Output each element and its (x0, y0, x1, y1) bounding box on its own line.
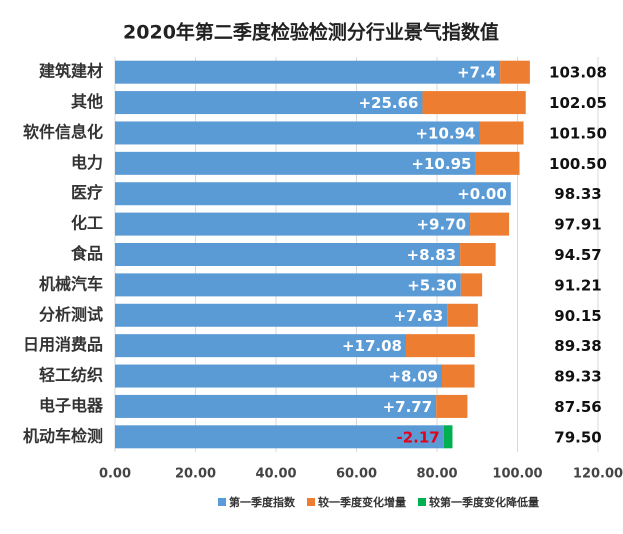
x-tick-label: 120.00 (573, 467, 623, 482)
chart-title: 2020年第二季度检验检测分行业景气指数值 (123, 21, 499, 44)
data-label: +0.00 (457, 185, 507, 203)
data-label: -2.17 (396, 428, 439, 446)
y-tick-label: 机械汽车 (39, 274, 103, 293)
y-tick-label: 日用消费品 (23, 335, 103, 354)
y-tick-label: 电子电器 (39, 396, 104, 415)
total-label: 97.91 (554, 216, 601, 234)
total-label: 101.50 (549, 124, 607, 142)
y-tick-label: 其他 (71, 92, 103, 111)
bar-segment (460, 243, 496, 266)
bar-segment (115, 303, 448, 327)
x-tick-label: 80.00 (416, 467, 457, 482)
bar-segment (115, 273, 461, 297)
bar-segment (441, 364, 475, 388)
legend-swatch (418, 498, 426, 506)
y-tick-label: 软件信息化 (23, 122, 103, 141)
y-tick-label: 分析测试 (39, 305, 103, 324)
total-label: 98.33 (554, 185, 601, 203)
total-label: 89.33 (554, 368, 601, 386)
data-label: +7.4 (457, 64, 496, 82)
bar-segment (115, 394, 437, 418)
y-tick-label: 机动车检测 (23, 426, 103, 445)
bar-segment (443, 425, 453, 449)
bar-segment (115, 60, 501, 84)
total-label: 90.15 (554, 307, 601, 325)
bar-segment (500, 60, 530, 84)
y-tick-label: 化工 (71, 214, 103, 233)
data-label: +10.95 (411, 155, 471, 173)
bar-segment (115, 182, 511, 206)
bar-segment (436, 394, 468, 418)
bar-segment (447, 303, 478, 327)
data-label: +17.08 (342, 337, 402, 355)
x-tick-label: 40.00 (255, 467, 296, 482)
total-label: 103.08 (549, 64, 607, 82)
data-label: +9.70 (416, 216, 466, 234)
bar-segment (406, 334, 475, 358)
data-label: +8.09 (388, 368, 438, 386)
bar-segment (115, 243, 461, 266)
data-label: +25.66 (358, 94, 418, 112)
bar-segment (115, 425, 444, 449)
bar-segment (422, 91, 526, 115)
total-label: 94.57 (554, 246, 601, 264)
total-label: 87.56 (554, 398, 601, 416)
total-label: 91.21 (554, 276, 601, 294)
legend-swatch (218, 498, 226, 506)
legend-swatch (307, 498, 315, 506)
y-tick-label: 电力 (71, 153, 103, 172)
x-tick-label: 0.00 (99, 467, 131, 482)
legend-label: 较一季度变化增量 (318, 495, 406, 509)
legend-label: 第一季度指数 (229, 495, 296, 509)
bar-segment (479, 121, 524, 145)
y-tick-label: 医疗 (71, 183, 103, 202)
total-label: 102.05 (549, 94, 607, 112)
y-tick-label: 轻工纺织 (39, 366, 103, 385)
bar-segment (460, 273, 483, 297)
bar-segment (115, 91, 423, 115)
data-label: +7.77 (383, 398, 433, 416)
total-label: 89.38 (554, 337, 601, 355)
y-tick-label: 建筑建材 (39, 62, 103, 81)
legend-label: 较第一季度变化降低量 (429, 495, 539, 509)
data-label: +7.63 (394, 307, 444, 325)
bar-segment (475, 151, 520, 175)
bar-segment (115, 121, 480, 145)
bar-segment (115, 212, 471, 236)
bar-segment (115, 151, 476, 175)
bar-segment (115, 334, 407, 358)
y-tick-label: 食品 (70, 244, 103, 263)
data-label: +8.83 (407, 246, 457, 264)
total-label: 100.50 (549, 155, 607, 173)
total-label: 79.50 (554, 428, 601, 446)
bar-segment (470, 212, 510, 236)
data-label: +10.94 (415, 124, 475, 142)
x-tick-label: 20.00 (175, 467, 216, 482)
x-tick-label: 60.00 (336, 467, 377, 482)
data-label: +5.30 (407, 276, 457, 294)
bar-segment (115, 364, 442, 388)
x-tick-label: 100.00 (492, 467, 542, 482)
